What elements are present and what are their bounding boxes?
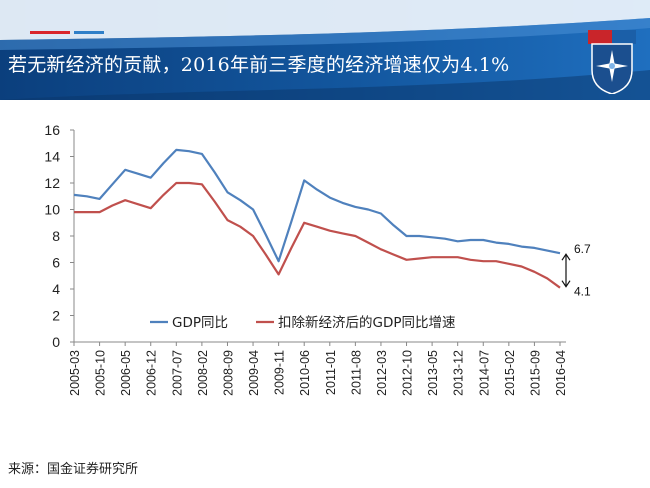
accent-lines <box>30 22 110 41</box>
data-label: 6.7 <box>574 242 591 256</box>
x-tick-label: 2006-05 <box>119 350 133 396</box>
arrow-head-up <box>561 253 571 261</box>
x-tick-label: 2011-01 <box>324 350 338 395</box>
series-line-0 <box>73 148 561 263</box>
x-tick-label: 2006-12 <box>145 350 159 396</box>
y-tick-label: 0 <box>52 334 60 350</box>
compass-logo-icon <box>588 30 636 94</box>
x-tick-label: 2013-12 <box>452 350 466 396</box>
y-tick-label: 12 <box>44 175 60 191</box>
x-tick-label: 2013-05 <box>426 350 440 396</box>
x-tick-label: 2009-04 <box>247 350 261 396</box>
data-label: 4.1 <box>574 285 591 299</box>
x-tick-label: 2012-10 <box>401 350 415 396</box>
y-tick-label: 10 <box>44 202 60 218</box>
y-tick-label: 14 <box>44 149 60 165</box>
y-tick-label: 4 <box>52 281 60 297</box>
header-banner <box>0 0 650 100</box>
y-tick-label: 2 <box>52 308 60 324</box>
page-title: 若无新经济的贡献，2016年前三季度的经济增速仅为4.1% <box>8 54 510 76</box>
x-tick-label: 2015-09 <box>528 350 542 396</box>
chart-axes: 0 2 4 6 8 10 12 14 16 2005-03 2005-10 2006-05 2006-1… <box>44 122 568 396</box>
chart-annotations: 6.7 4.1 <box>561 242 591 299</box>
x-tick-label: 2014-07 <box>477 350 491 396</box>
y-tick-label: 6 <box>52 255 60 271</box>
x-tick-label: 2008-02 <box>196 350 210 396</box>
x-tick-label: 2011-08 <box>349 350 363 395</box>
legend-label: 扣除新经济后的GDP同比增速 <box>278 315 456 331</box>
source-note: 来源：国金证券研究所 <box>8 462 139 477</box>
x-tick-label: 2005-10 <box>94 350 108 396</box>
line-chart: 0 2 4 6 8 10 12 14 16 2005-03 2005-10 2006-05 2006-1… <box>44 122 591 396</box>
chart-series <box>73 148 561 289</box>
chart-legend: GDP同比 扣除新经济后的GDP同比增速 <box>150 315 456 331</box>
x-tick-label: 2009-11 <box>273 350 287 395</box>
y-tick-label: 8 <box>52 228 60 244</box>
x-tick-label: 2007-07 <box>170 350 184 396</box>
legend-label: GDP同比 <box>172 315 228 331</box>
y-tick-label: 16 <box>44 122 60 138</box>
x-tick-label: 2010-06 <box>298 350 312 396</box>
arrow-head-down <box>561 280 571 288</box>
x-tick-label: 2015-02 <box>503 350 517 396</box>
series-line-1 <box>74 181 561 289</box>
x-tick-label: 2005-03 <box>68 350 82 396</box>
x-tick-label: 2016-04 <box>554 350 568 396</box>
accent-line-icon <box>30 31 104 34</box>
x-tick-label: 2008-09 <box>221 350 235 396</box>
x-tick-label: 2012-03 <box>375 350 389 396</box>
